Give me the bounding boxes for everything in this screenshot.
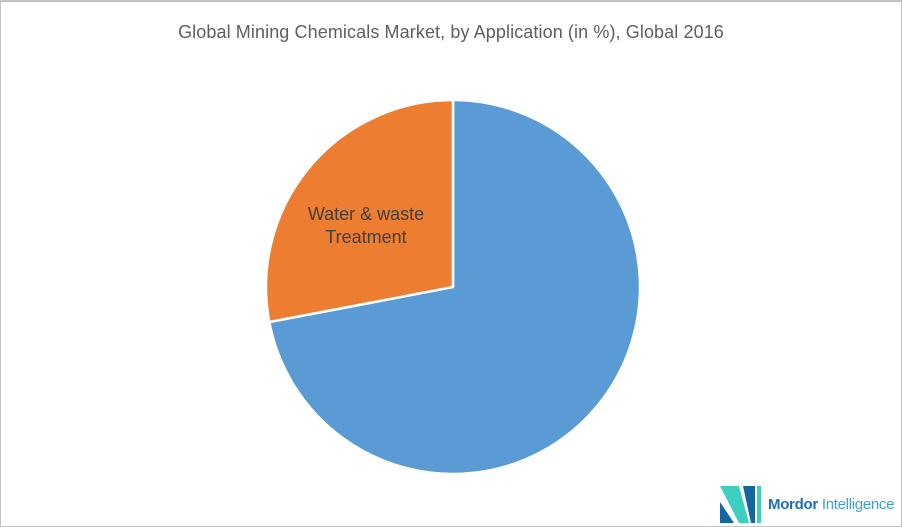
- chart-title: Global Mining Chemicals Market, by Appli…: [178, 22, 724, 42]
- logo-text-mordor: Mordor: [768, 496, 818, 513]
- pie-slice-label: Water & waste Treatment: [307, 204, 425, 247]
- logo-wordmark: Mordor Intelligence: [768, 496, 894, 513]
- pie-slice-0: [268, 98, 642, 476]
- logo-mark-blue-triangle: [720, 502, 734, 523]
- pie-slice-water-waste-treatment: [264, 98, 455, 324]
- logo-mark-teal-sliver: [757, 486, 761, 523]
- logo-mark-blue-bar: [743, 486, 755, 523]
- mordor-logo-icon: [720, 486, 761, 523]
- logo-text-intelligence: Intelligence: [821, 496, 895, 513]
- logo-mark-teal-diagonal: [720, 486, 749, 523]
- mordor-intelligence-logo: Mordor Intelligence: [720, 486, 894, 523]
